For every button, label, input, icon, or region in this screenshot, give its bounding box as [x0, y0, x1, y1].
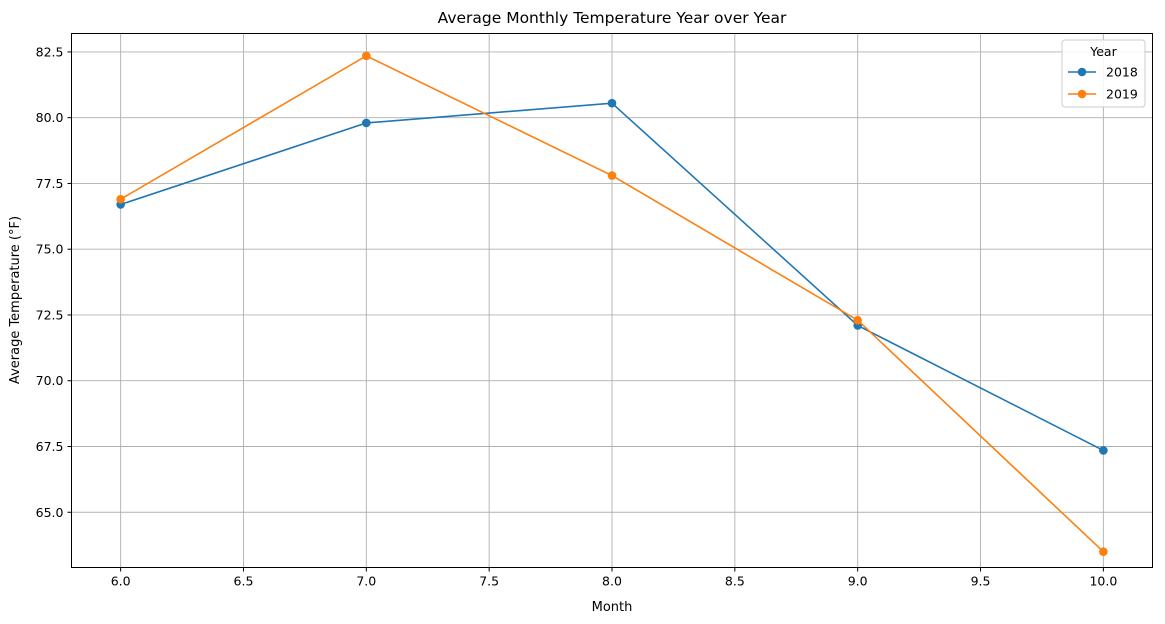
x-tick-label: 8.5: [725, 574, 745, 589]
y-tick-label: 75.0: [36, 242, 64, 257]
x-tick-label: 6.5: [234, 574, 254, 589]
x-tick-label: 7.0: [356, 574, 376, 589]
x-tick-label: 7.5: [479, 574, 499, 589]
y-tick-label: 65.0: [36, 505, 64, 520]
series-layer: [116, 51, 1108, 557]
data-point-2018: [1099, 446, 1108, 455]
legend-title: Year: [1089, 44, 1117, 59]
x-axis-label: Month: [592, 600, 633, 615]
legend-label-2019: 2019: [1106, 87, 1138, 102]
x-axis: 6.0 6.5 7.0 7.5 8.0 8.5 9.0 9.5 10.0: [111, 567, 1117, 589]
data-point-2019: [116, 194, 125, 204]
legend-marker-2019: [1077, 89, 1087, 99]
y-tick-label: 67.5: [36, 439, 64, 454]
x-tick-label: 8.0: [602, 574, 622, 589]
y-tick-label: 80.0: [36, 110, 64, 125]
legend-label-2018: 2018: [1106, 65, 1138, 80]
data-point-2019: [607, 171, 617, 180]
data-point-2019: [1099, 547, 1108, 557]
x-tick-label: 9.5: [971, 574, 991, 589]
x-tick-label: 6.0: [111, 574, 131, 589]
x-tick-label: 10.0: [1089, 574, 1117, 589]
y-axis-label: Average Temperature (°F): [8, 216, 23, 384]
chart-title: Average Monthly Temperature Year over Ye…: [438, 9, 787, 27]
y-tick-label: 82.5: [36, 44, 64, 59]
data-point-2019: [853, 315, 862, 325]
x-tick-label: 9.0: [848, 574, 868, 589]
data-point-2018: [607, 98, 617, 108]
data-point-2018: [362, 118, 371, 128]
data-point-2019: [362, 51, 371, 61]
legend-marker-2018: [1077, 67, 1087, 77]
legend: Year 2018 2019: [1061, 39, 1146, 108]
grid: [71, 33, 1153, 568]
y-tick-label: 72.5: [36, 307, 64, 322]
y-tick-label: 70.0: [36, 373, 64, 388]
y-tick-label: 77.5: [36, 176, 64, 191]
y-axis: 65.0 67.5 70.0 72.5 75.0 77.5 80.0 82.5: [36, 44, 72, 520]
